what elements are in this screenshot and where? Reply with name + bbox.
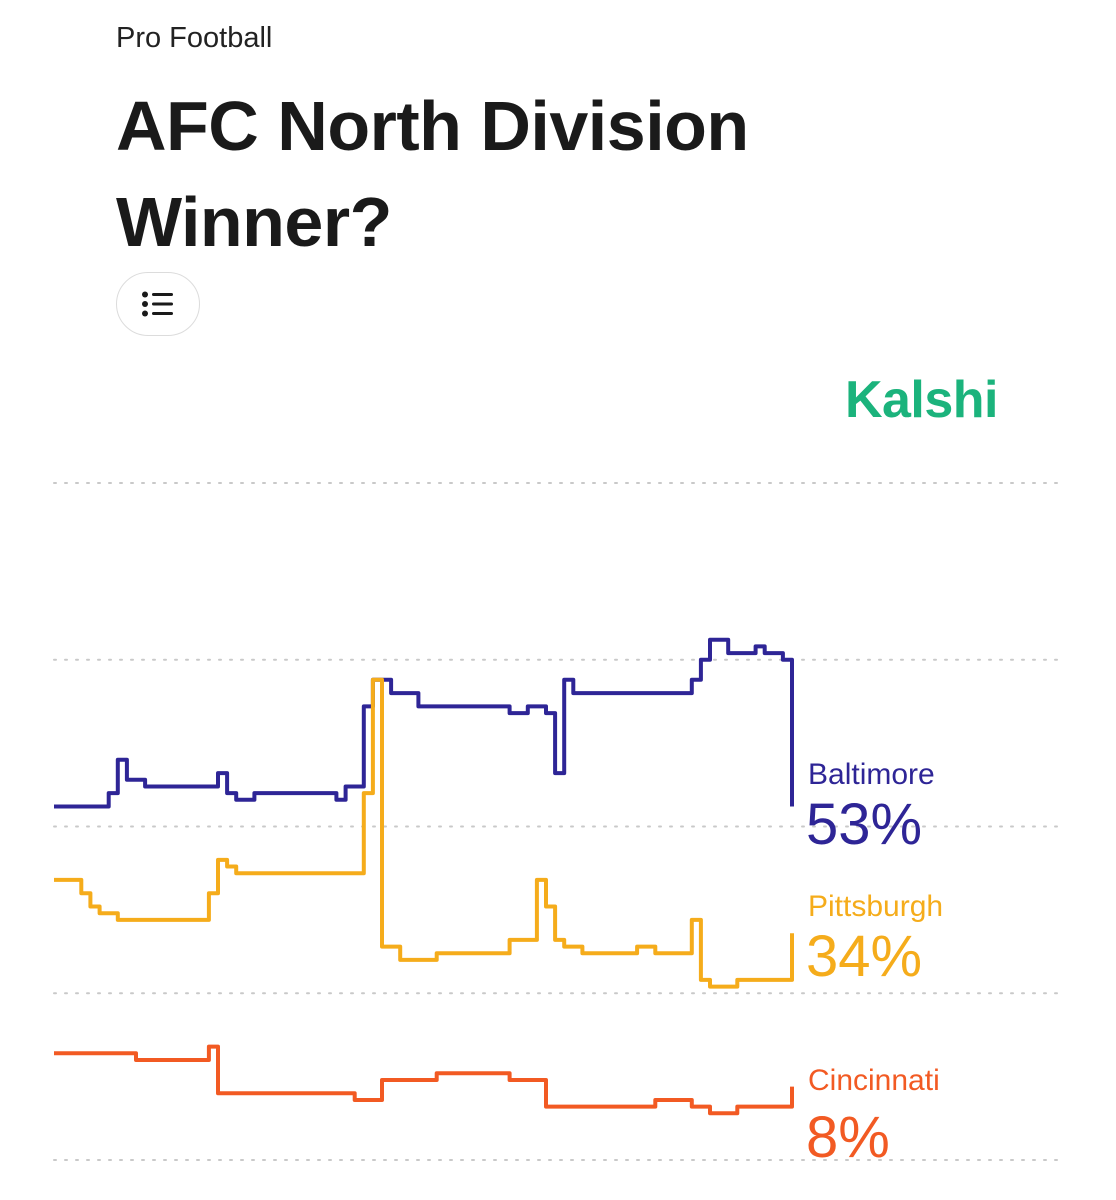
series-line-cincinnati (54, 1044, 794, 1116)
series-name-baltimore: Baltimore (808, 758, 935, 791)
series-value-cincinnati: 8% (806, 1105, 890, 1170)
probability-chart (53, 482, 1059, 1161)
series-line-pittsburgh (54, 677, 794, 989)
series-name-cincinnati: Cincinnati (808, 1064, 940, 1097)
series-value-baltimore: 53% (806, 792, 923, 857)
series-value-pittsburgh: 34% (806, 924, 923, 989)
list-view-button[interactable] (116, 272, 200, 336)
series-name-pittsburgh: Pittsburgh (808, 890, 944, 923)
chart-grid (53, 482, 1059, 1161)
list-icon (142, 291, 173, 317)
brand-logo: Kalshi (844, 371, 999, 429)
series-line-baltimore (54, 637, 794, 809)
category-label: Pro Football (116, 22, 273, 54)
chart-series-lines (54, 637, 794, 1116)
page-title: AFC North Division Winner? (116, 87, 749, 261)
